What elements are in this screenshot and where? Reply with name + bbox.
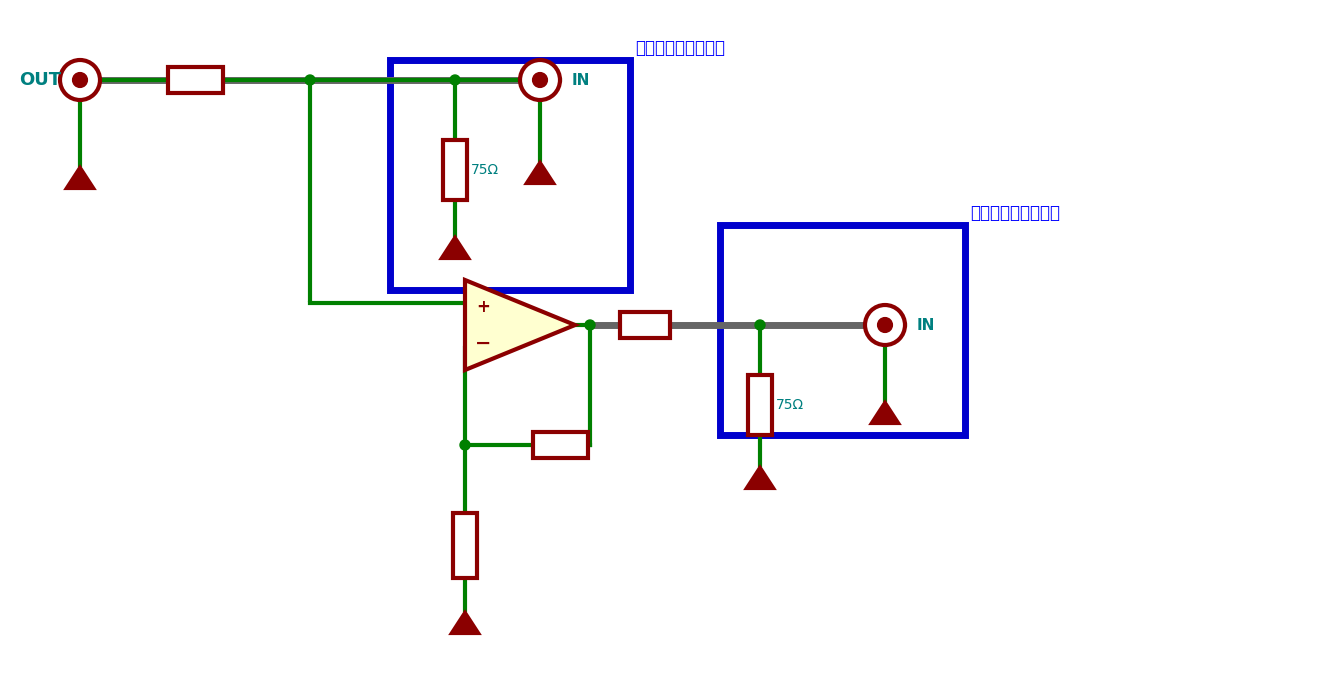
Text: IN: IN bbox=[572, 73, 590, 88]
Text: −: − bbox=[475, 334, 491, 353]
Polygon shape bbox=[747, 468, 774, 488]
Polygon shape bbox=[873, 403, 898, 423]
Polygon shape bbox=[451, 613, 478, 633]
Bar bbox=[532, 432, 587, 458]
Polygon shape bbox=[67, 168, 92, 188]
Text: 75Ω: 75Ω bbox=[471, 163, 499, 177]
Bar bbox=[719, 225, 965, 435]
Circle shape bbox=[755, 320, 766, 330]
Polygon shape bbox=[442, 238, 469, 258]
Bar bbox=[444, 140, 467, 200]
Polygon shape bbox=[527, 163, 553, 183]
Circle shape bbox=[585, 320, 595, 330]
Circle shape bbox=[450, 75, 459, 85]
Circle shape bbox=[865, 305, 906, 345]
Text: 受信回路２（機器）: 受信回路２（機器） bbox=[970, 204, 1060, 222]
Circle shape bbox=[535, 74, 546, 86]
Polygon shape bbox=[465, 280, 576, 370]
Circle shape bbox=[520, 60, 560, 100]
Text: 受信回路１（機器）: 受信回路１（機器） bbox=[635, 39, 725, 57]
Circle shape bbox=[459, 440, 470, 450]
Circle shape bbox=[305, 75, 315, 85]
Bar bbox=[389, 60, 630, 290]
Text: 75Ω: 75Ω bbox=[776, 398, 804, 412]
Text: OUT: OUT bbox=[18, 71, 61, 89]
Bar bbox=[620, 312, 671, 338]
Bar bbox=[168, 67, 223, 93]
Text: +: + bbox=[477, 298, 490, 316]
Bar bbox=[453, 512, 477, 577]
Circle shape bbox=[74, 74, 86, 86]
Bar bbox=[748, 375, 772, 435]
Text: IN: IN bbox=[917, 318, 936, 332]
Circle shape bbox=[59, 60, 100, 100]
Circle shape bbox=[879, 319, 891, 331]
